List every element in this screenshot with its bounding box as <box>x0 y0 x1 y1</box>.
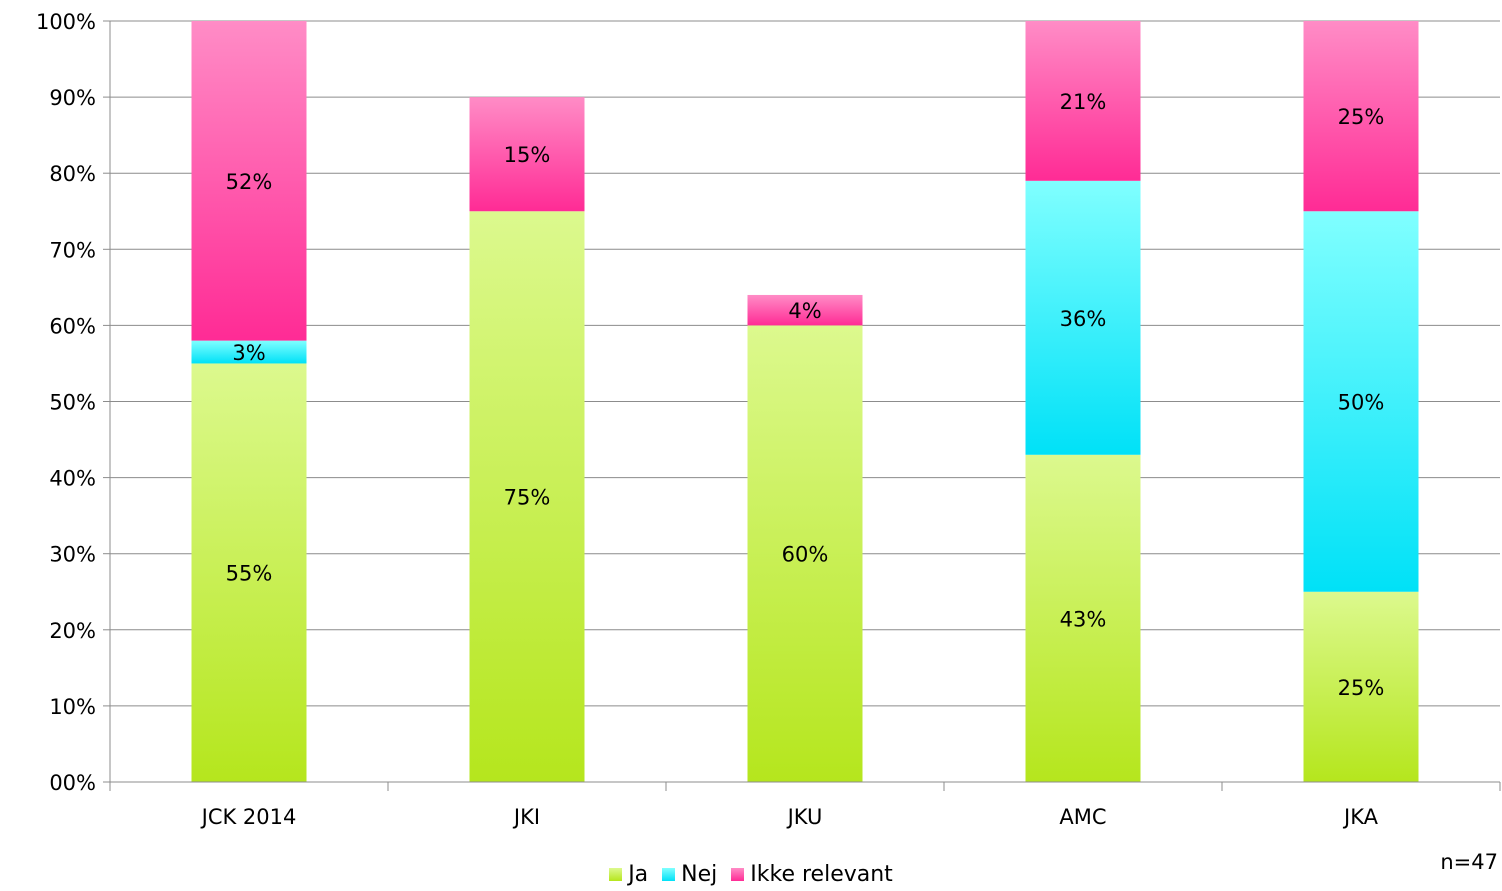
data-label: 60% <box>782 543 829 567</box>
axis-layer: 00% 10% 20% 30% 40% 50% 60% 70% 80% 90% 100% JCK 20… <box>36 10 1501 829</box>
bar-segment <box>469 97 585 212</box>
data-label: 55% <box>226 562 273 586</box>
legend-item: Ja <box>609 862 648 887</box>
bar-segment <box>747 325 863 782</box>
bar-segment <box>469 211 585 782</box>
legend: Ja Nej Ikke relevant <box>0 862 1502 887</box>
x-tick-label: JKU <box>786 805 823 829</box>
data-label: 52% <box>226 170 273 194</box>
y-tick-label: 60% <box>49 314 96 338</box>
data-label: 50% <box>1338 391 1385 415</box>
legend-item: Ikke relevant <box>731 862 893 887</box>
sample-size-note: n=47 <box>1440 850 1498 874</box>
bar-segment <box>191 21 307 341</box>
bar-segment <box>1303 21 1419 212</box>
bar-segment <box>1025 454 1141 782</box>
data-label: 3% <box>232 341 265 365</box>
y-tick-label: 100% <box>36 10 96 34</box>
bar-segment <box>191 363 307 782</box>
y-tick-label: 70% <box>49 238 96 262</box>
bar-segment <box>1025 180 1141 455</box>
data-label: 21% <box>1060 90 1107 114</box>
data-label: 4% <box>788 299 821 323</box>
y-tick-label: 10% <box>49 695 96 719</box>
bar-segment <box>1025 21 1141 181</box>
y-tick-label: 20% <box>49 619 96 643</box>
legend-swatch <box>662 868 676 881</box>
legend-label: Nej <box>681 862 718 887</box>
bar-segment <box>1303 211 1419 592</box>
data-label: 25% <box>1338 676 1385 700</box>
data-label: 75% <box>504 486 551 510</box>
bar-segment <box>1303 591 1419 782</box>
legend-swatch <box>609 868 623 881</box>
x-tick-label: JCK 2014 <box>200 805 297 829</box>
bar-segment <box>191 340 307 364</box>
y-tick-label: 50% <box>49 391 96 415</box>
legend-label: Ja <box>628 862 649 887</box>
x-tick-label: AMC <box>1059 805 1106 829</box>
x-tick-label: JKI <box>512 805 540 829</box>
data-label: 36% <box>1060 307 1107 331</box>
y-tick-label: 90% <box>49 86 96 110</box>
y-tick-label: 40% <box>49 467 96 491</box>
data-label: 43% <box>1060 607 1107 631</box>
bar-layer <box>191 21 1419 782</box>
bar-segment <box>747 294 863 326</box>
legend-label: Ikke relevant <box>750 862 893 887</box>
data-label: 25% <box>1338 105 1385 129</box>
legend-swatch <box>731 868 745 881</box>
x-tick-label: JKA <box>1342 805 1379 829</box>
data-label: 15% <box>504 143 551 167</box>
y-tick-label: 00% <box>49 771 96 795</box>
legend-item: Nej <box>662 862 717 887</box>
y-tick-label: 80% <box>49 162 96 186</box>
label-layer: 55% 3% 52% 75% 15% 60% 4% 43% 36% 21% 25% 50% 25% <box>226 90 1385 700</box>
y-tick-label: 30% <box>49 543 96 567</box>
